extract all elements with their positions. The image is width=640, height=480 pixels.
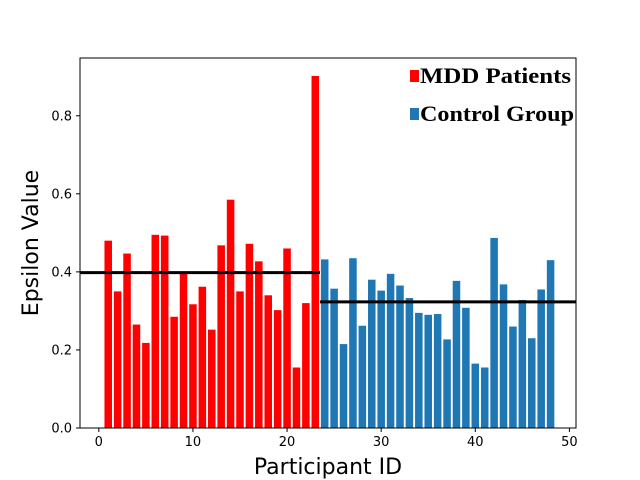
y-tick-label: 0.8 (51, 109, 72, 124)
bar-control-47 (537, 289, 545, 428)
bar-mdd-4 (132, 324, 141, 428)
bar-mdd-13 (217, 245, 225, 428)
bar-mdd-7 (160, 235, 169, 428)
x-tick-label: 50 (561, 435, 578, 450)
bar-mdd-10 (189, 304, 197, 428)
bar-mdd-8 (170, 316, 178, 428)
legend-label-control: Control Group (420, 101, 574, 126)
bar-control-27 (349, 258, 357, 428)
bar-mdd-1 (104, 240, 112, 428)
bar-control-42 (490, 237, 498, 428)
bar-mdd-17 (255, 261, 263, 428)
bar-mdd-18 (264, 295, 272, 428)
y-tick-label: 0.4 (51, 265, 72, 280)
bar-mdd-12 (208, 329, 216, 428)
bar-mdd-3 (123, 253, 131, 428)
bar-mdd-9 (179, 273, 188, 428)
bar-control-36 (433, 314, 442, 428)
bar-mdd-19 (273, 310, 282, 428)
bar-mdd-2 (113, 291, 122, 428)
axes-frame (79, 57, 577, 429)
legend-swatch-mdd (410, 70, 419, 82)
x-tick-label: 10 (185, 435, 202, 450)
mean-lines (80, 271, 576, 304)
x-tick-label: 40 (467, 435, 484, 450)
y-tick-label: 0.6 (51, 187, 72, 202)
bar-mdd-21 (292, 367, 301, 428)
legend-swatch-control (410, 108, 419, 120)
bar-control-38 (452, 280, 461, 428)
bar-control-44 (509, 326, 517, 428)
bar-control-30 (377, 290, 385, 428)
x-tick-label: 20 (279, 435, 296, 450)
x-tick-label: 30 (373, 435, 390, 450)
bar-control-43 (499, 284, 508, 428)
bar-mdd-11 (198, 286, 207, 428)
bar-mdd-20 (283, 248, 291, 428)
bar-control-29 (368, 279, 376, 428)
bar-control-35 (424, 314, 432, 428)
bar-mdd-6 (151, 234, 160, 428)
bar-mdd-5 (142, 342, 150, 428)
bar-control-33 (405, 298, 414, 428)
bar-mdd-15 (236, 291, 244, 428)
bar-control-39 (462, 307, 470, 428)
bar-control-37 (443, 339, 451, 428)
y-tick-label: 0.2 (51, 343, 72, 358)
axis-ticks: 0 10 20 30 40 50 0.0 0.2 0.4 0.6 0.8 (51, 109, 577, 450)
bar-control-28 (358, 325, 367, 428)
bar-control-48 (546, 260, 555, 428)
legend: MDD Patients Control Group (410, 63, 574, 126)
bar-control-32 (396, 285, 404, 428)
bar-control-40 (471, 363, 480, 428)
bar-control-25 (330, 288, 338, 428)
bar-mdd-23 (311, 75, 320, 428)
bar-control-46 (528, 338, 536, 428)
bar-mdd-16 (245, 243, 254, 428)
bar-control-41 (480, 367, 489, 428)
x-axis-label: Participant ID (254, 455, 402, 480)
bar-control-31 (386, 273, 395, 428)
x-tick-label: 0 (95, 435, 103, 450)
bar-mdd-14 (226, 199, 235, 428)
bar-mdd-22 (302, 303, 310, 428)
y-tick-label: 0.0 (51, 422, 72, 437)
bar-control-34 (415, 312, 423, 428)
bars (104, 75, 555, 428)
bar-control-24 (320, 259, 329, 428)
legend-label-mdd: MDD Patients (420, 63, 571, 88)
y-axis-label: Epsilon Value (19, 170, 44, 316)
bar-control-26 (339, 344, 348, 428)
bar-control-45 (518, 299, 527, 428)
